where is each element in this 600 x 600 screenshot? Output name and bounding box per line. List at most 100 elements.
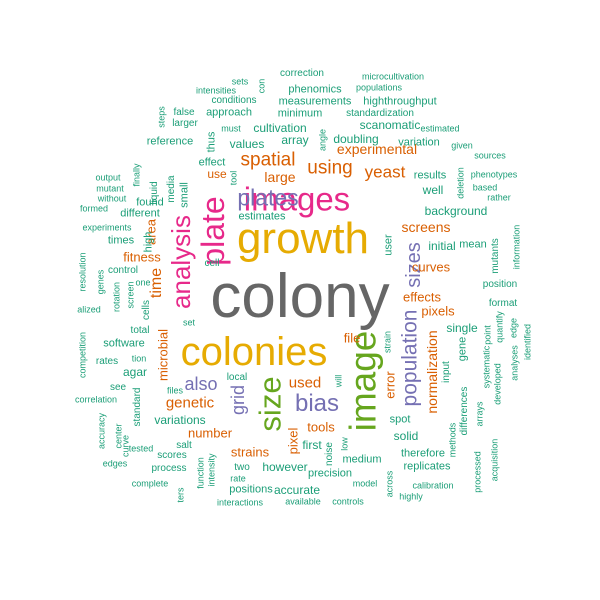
cloud-word: point	[482, 325, 493, 345]
cloud-word: initial	[428, 239, 456, 253]
cloud-word: identified	[522, 323, 533, 361]
cloud-word: phenotypes	[470, 169, 518, 180]
cloud-word: effect	[198, 156, 226, 169]
cloud-word: variations	[154, 413, 206, 427]
cloud-word: images	[243, 180, 351, 218]
cloud-word: grid	[228, 384, 248, 416]
cloud-word: sets	[231, 76, 249, 87]
cloud-word: scanomatic	[359, 118, 421, 132]
cloud-word: small	[178, 182, 191, 208]
cloud-word: local	[226, 372, 248, 383]
cloud-word: positions	[229, 483, 273, 496]
cloud-word: fitness	[123, 249, 161, 265]
cloud-word: different	[120, 207, 160, 220]
cloud-word: estimates	[238, 210, 286, 223]
cloud-word: competition	[77, 331, 88, 379]
cloud-word: image	[342, 330, 384, 432]
cloud-word: input	[441, 361, 452, 383]
cloud-word: using	[307, 157, 353, 179]
cloud-word: normalization	[424, 330, 440, 414]
cloud-word: thus	[205, 131, 218, 153]
cloud-word: deletion	[455, 167, 466, 199]
cloud-word: media	[166, 175, 177, 203]
cloud-word: tools	[307, 419, 335, 435]
cloud-word: analysis	[166, 215, 196, 309]
cloud-word: mean	[459, 238, 487, 251]
cloud-word: first	[302, 438, 322, 452]
cloud-word: function	[195, 457, 206, 489]
cloud-word: approach	[206, 106, 252, 119]
cloud-word: con	[256, 78, 267, 94]
cloud-word: standardization	[346, 108, 414, 119]
cloud-word: precision	[307, 467, 353, 480]
cloud-word: microbial	[155, 328, 171, 382]
cloud-word: array	[281, 133, 309, 147]
cloud-word: given	[451, 140, 473, 151]
cloud-word: will	[333, 374, 344, 388]
cloud-word: larger	[172, 118, 198, 129]
cloud-word: mutants	[490, 238, 501, 274]
cloud-word: formed	[79, 203, 109, 214]
cloud-word: edge	[508, 317, 519, 339]
cloud-word: times	[107, 234, 135, 247]
cloud-word: acquisition	[489, 438, 500, 482]
cloud-word: files	[166, 385, 184, 396]
cloud-word: interactions	[216, 497, 264, 508]
cloud-word: genes	[95, 269, 106, 295]
cloud-word: colony	[210, 262, 390, 331]
cloud-word: found	[136, 196, 164, 209]
cloud-word: highthroughput	[363, 95, 437, 108]
cloud-word: strain	[382, 330, 393, 354]
cloud-word: finally	[131, 163, 142, 187]
cloud-word: screens	[401, 219, 451, 235]
cloud-word: medium	[342, 453, 382, 466]
cloud-word: differences	[459, 386, 470, 436]
cloud-word: plate	[195, 196, 231, 266]
cloud-word: pixel	[285, 427, 301, 455]
cloud-word: edges	[102, 458, 128, 469]
cloud-word: spot	[389, 413, 411, 426]
cloud-word: reference	[146, 135, 194, 148]
cloud-word: low	[339, 437, 350, 451]
cloud-word: also	[184, 374, 218, 394]
cloud-word: minimum	[277, 107, 323, 120]
cloud-word: values	[229, 137, 265, 151]
cloud-word: background	[424, 204, 488, 218]
cloud-word: however	[262, 460, 308, 474]
cloud-word: measurements	[278, 95, 352, 108]
cloud-word: pixels	[421, 303, 455, 319]
cloud-word: therefore	[400, 447, 446, 460]
cloud-word: rate	[230, 473, 246, 484]
cloud-word: controls	[332, 496, 364, 507]
cloud-word: angle	[317, 128, 328, 152]
cloud-word: curves	[411, 259, 451, 275]
cloud-word: correlation	[74, 394, 118, 405]
cloud-word: noise	[324, 442, 335, 466]
cloud-word: output	[95, 172, 121, 183]
cloud-word: results	[413, 169, 447, 182]
cloud-word: position	[482, 279, 518, 290]
cloud-word: populations	[355, 82, 403, 93]
cloud-word: process	[151, 463, 187, 474]
cloud-word: single	[446, 321, 478, 335]
cloud-word: screen	[125, 281, 136, 309]
cloud-word: steps	[156, 106, 167, 128]
cloud-word: large	[264, 169, 296, 185]
cloud-word: see	[109, 382, 127, 393]
cloud-word: systematic	[481, 345, 492, 389]
cloud-word: agar	[122, 365, 148, 379]
cloud-word: rates	[95, 356, 119, 367]
cloud-word: alized	[77, 304, 101, 315]
cloud-word: without	[97, 193, 127, 204]
cloud-word: accurate	[273, 483, 321, 497]
cloud-word: well	[422, 183, 444, 197]
cloud-word: microcultivation	[361, 71, 425, 82]
cloud-word: quantify	[494, 311, 505, 343]
cloud-word: yeast	[364, 162, 406, 182]
cloud-word: rather	[487, 192, 511, 203]
cloud-word: rotation	[111, 281, 122, 313]
cloud-word: high	[142, 231, 155, 253]
cloud-word: variation	[398, 136, 440, 149]
cloud-word: genetic	[165, 394, 215, 412]
